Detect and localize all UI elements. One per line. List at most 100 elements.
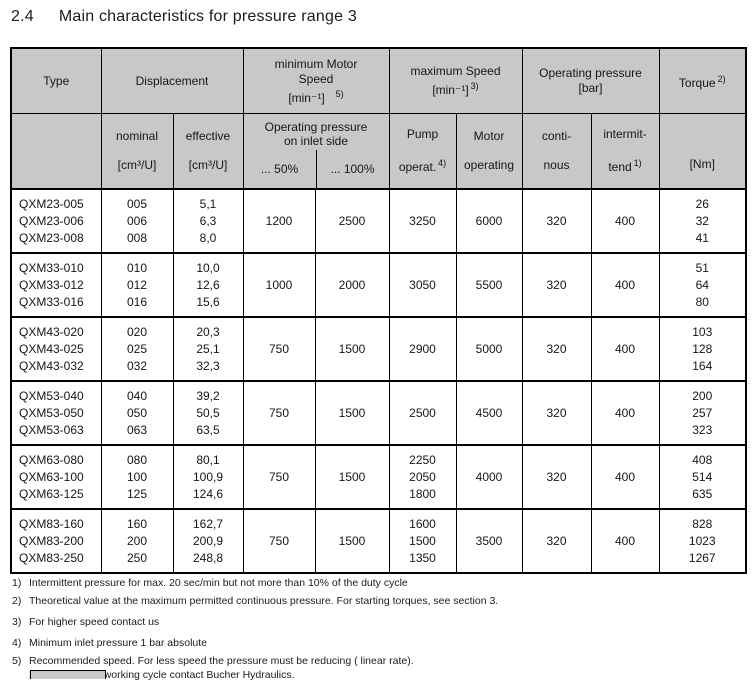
cell-continuous: 320 <box>521 444 592 510</box>
cell-effective: 39,2 50,5 63,5 <box>172 380 244 446</box>
cell-value: 400 <box>614 214 636 228</box>
cell-value: 103 <box>692 324 713 339</box>
cell-value: 1500 <box>338 406 366 420</box>
cell-value: 32 <box>695 213 709 228</box>
footnote-text: Intermittent pressure for max. 20 sec/mi… <box>29 577 408 589</box>
cell-min100: 2000 <box>314 252 390 318</box>
header-label: [min⁻¹] <box>288 90 325 105</box>
cell-types: QXM63-080 QXM63-100 QXM63-125 <box>10 444 102 510</box>
cell-pump: 3250 <box>388 188 457 254</box>
cell-value: 750 <box>268 534 290 548</box>
cell-value: 51 <box>695 260 709 275</box>
characteristics-table: Type Displacement minimum Motor Speed [min⁻¹… <box>10 47 747 574</box>
cell-value: QXM53-040 <box>19 388 84 403</box>
cell-value: 124,6 <box>192 486 224 501</box>
table-row-group: QXM63-080 QXM63-100 QXM63-125 080 100 125 80,1… <box>10 444 747 510</box>
cell-value: 6,3 <box>199 213 217 228</box>
cell-value: 20,3 <box>196 324 220 339</box>
next-table-partial <box>30 670 106 679</box>
cell-value: 400 <box>614 342 636 356</box>
section-number: 2.4 <box>11 8 34 25</box>
cell-continuous: 320 <box>521 252 592 318</box>
cell-min100: 2500 <box>314 188 390 254</box>
header-label: [cm³/U] <box>117 158 157 172</box>
cell-pump: 2500 <box>388 380 457 446</box>
cell-value: 4500 <box>475 406 503 420</box>
cell-motor: 5000 <box>455 316 523 382</box>
footnote-number: 4) <box>12 637 22 649</box>
cell-torque: 26 32 41 <box>658 188 747 254</box>
cell-value: 250 <box>126 550 148 565</box>
cell-types: QXM33-010 QXM33-012 QXM33-016 <box>10 252 102 318</box>
cell-value: QXM23-005 <box>19 196 84 211</box>
cell-value: QXM53-050 <box>19 405 84 420</box>
cell-value: 80,1 <box>196 452 220 467</box>
cell-intermittent: 400 <box>590 252 660 318</box>
cell-value: QXM43-020 <box>19 324 84 339</box>
cell-value: 100 <box>126 469 148 484</box>
header-intermittent: intermit-tend 1) <box>590 113 660 190</box>
cell-value: 1500 <box>338 342 366 356</box>
cell-value: 400 <box>614 534 636 548</box>
cell-effective: 10,0 12,6 15,6 <box>172 252 244 318</box>
header-continuous: conti-nous <box>521 113 592 190</box>
cell-value: 006 <box>126 213 148 228</box>
header-type: Type <box>10 47 102 114</box>
header-label: minimum Motor <box>274 56 358 71</box>
cell-value: 2500 <box>409 405 436 420</box>
cell-value: 320 <box>546 406 567 420</box>
cell-value: 2900 <box>409 341 436 356</box>
cell-value: 2000 <box>338 278 366 292</box>
cell-value: 320 <box>546 534 567 548</box>
cell-value: 26 <box>695 196 709 211</box>
header-label: Operating pressure <box>264 120 368 134</box>
cell-value: 15,6 <box>196 294 220 309</box>
cell-nominal: 040 050 063 <box>100 380 174 446</box>
cell-types: QXM23-005 QXM23-006 QXM23-008 <box>10 188 102 254</box>
footnote: 4) Minimum inlet pressure 1 bar absolute <box>12 637 498 651</box>
header-label: nous <box>543 158 570 172</box>
cell-min50: 1200 <box>242 188 316 254</box>
cell-value: 160 <box>126 516 148 531</box>
cell-value: 008 <box>126 230 148 245</box>
cell-nominal: 080 100 125 <box>100 444 174 510</box>
cell-value: 200,9 <box>192 533 224 548</box>
cell-torque: 828 1023 1267 <box>658 508 747 574</box>
table-row-group: QXM23-005 QXM23-006 QXM23-008 005 006 008 5,1 6… <box>10 188 747 254</box>
cell-value: 010 <box>126 260 148 275</box>
header-label: [bar] <box>578 81 603 95</box>
cell-value: 020 <box>126 324 148 339</box>
header-label: nominal <box>115 129 159 143</box>
cell-value: 257 <box>692 405 713 420</box>
cell-min50: 750 <box>242 316 316 382</box>
header-motor: Motor operating <box>455 113 523 190</box>
cell-value: 200 <box>692 388 713 403</box>
cell-value: 514 <box>692 469 713 484</box>
footnote-text: For higher speed contact us <box>29 616 160 628</box>
cell-min50: 750 <box>242 380 316 446</box>
cell-value: QXM83-160 <box>19 516 84 531</box>
header-label: Torque <box>678 75 716 90</box>
cell-value: QXM63-080 <box>19 452 84 467</box>
cell-nominal: 010 012 016 <box>100 252 174 318</box>
header-label: [Nm] <box>689 157 715 171</box>
cell-value: 1023 <box>688 533 716 548</box>
cell-value: 080 <box>126 452 148 467</box>
cell-effective: 80,1 100,9 124,6 <box>172 444 244 510</box>
cell-value: 005 <box>126 196 148 211</box>
cell-pump: 2900 <box>388 316 457 382</box>
cell-intermittent: 400 <box>590 508 660 574</box>
cell-effective: 5,1 6,3 8,0 <box>172 188 244 254</box>
cell-motor: 3500 <box>455 508 523 574</box>
cell-value: 040 <box>126 388 148 403</box>
cell-value: 164 <box>692 358 713 373</box>
footnote-text: Theoretical value at the maximum permitt… <box>29 595 499 607</box>
cell-value: 025 <box>126 341 148 356</box>
footnote-text: Recommended speed. For less speed the pr… <box>29 655 414 667</box>
section-title: 2.4 Main characteristics for pressure ra… <box>11 8 357 26</box>
cell-value: 032 <box>126 358 148 373</box>
cell-value: 50,5 <box>196 405 220 420</box>
header-label: effective <box>185 129 231 143</box>
header-label: Pump <box>406 127 439 141</box>
cell-effective: 162,7 200,9 248,8 <box>172 508 244 574</box>
